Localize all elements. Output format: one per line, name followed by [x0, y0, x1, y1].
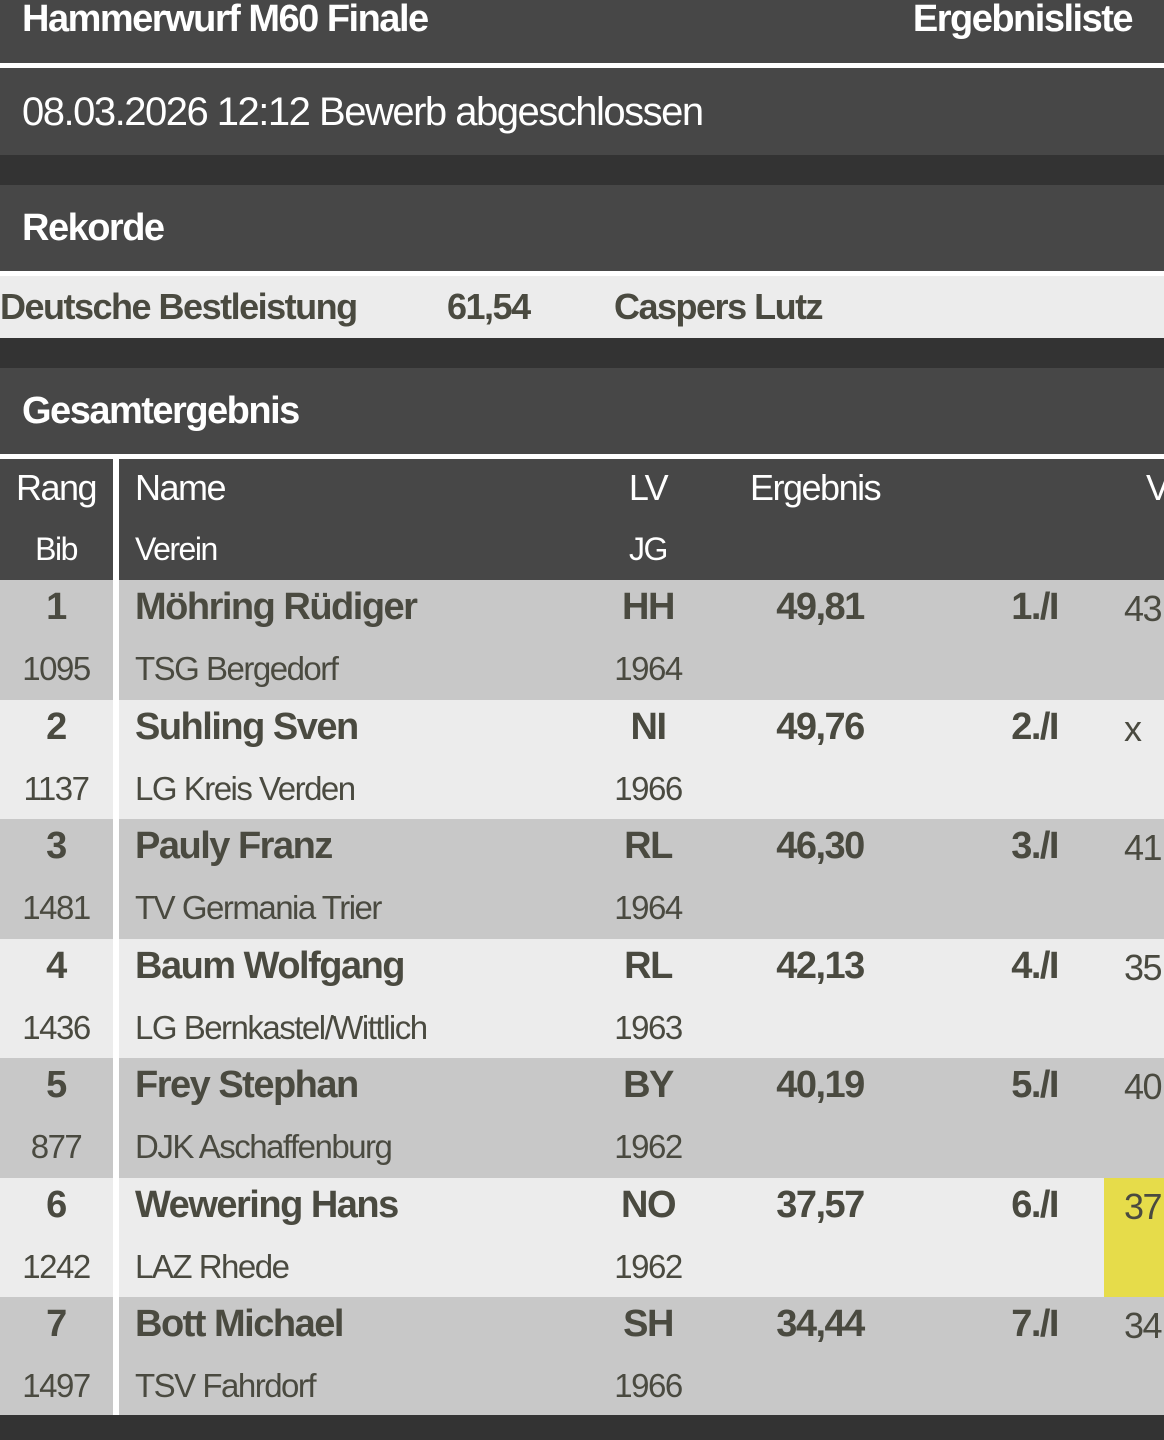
table-row[interactable]: 4 1436 Baum Wolfgang LG Bernkastel/Wittl…	[0, 938, 1164, 1058]
birth-year: 1963	[614, 1008, 683, 1046]
placement: 4./I	[1011, 944, 1059, 987]
divider	[0, 454, 1164, 459]
athlete-name[interactable]: Wewering Hans	[135, 1183, 399, 1226]
result: 34,44	[776, 1303, 865, 1345]
birth-year: 1964	[614, 889, 683, 926]
status-text: 08.03.2026 12:12 Bewerb abgeschlossen	[22, 90, 704, 134]
col-next: V	[1146, 467, 1164, 508]
lv: NO	[621, 1183, 677, 1226]
athlete-name[interactable]: Suhling Sven	[135, 705, 359, 748]
rank: 2	[46, 705, 67, 748]
rank: 3	[46, 825, 67, 867]
bib: 877	[30, 1128, 83, 1165]
col-name[interactable]: Name	[135, 467, 227, 508]
table-header: Rang Bib Name Verein LV JG Ergebnis V	[0, 459, 1164, 580]
lv: RL	[624, 825, 673, 867]
record-holder: Caspers Lutz	[614, 286, 824, 327]
attempt-value: 35	[1124, 946, 1163, 988]
rank: 7	[46, 1303, 67, 1345]
records-title: Rekorde	[22, 207, 165, 249]
divider	[0, 63, 1164, 68]
view-title[interactable]: Ergebnisliste	[912, 0, 1134, 40]
column-separator	[113, 459, 119, 1415]
highlight-cell	[1104, 1177, 1164, 1297]
club: DJK Aschaffenburg	[135, 1128, 393, 1165]
club: LG Bernkastel/Wittlich	[135, 1008, 428, 1046]
rank: 5	[46, 1064, 67, 1106]
bib: 1095	[22, 650, 91, 687]
birth-year: 1962	[614, 1128, 683, 1165]
result: 37,57	[776, 1183, 865, 1226]
club: LAZ Rhede	[135, 1247, 290, 1285]
placement: 3./I	[1011, 825, 1059, 867]
table-row[interactable]: 2 1137 Suhling Sven LG Kreis Verden NI 1…	[0, 699, 1164, 819]
attempt-value: 37	[1124, 1185, 1163, 1227]
birth-year: 1962	[614, 1247, 683, 1285]
bib: 1137	[23, 769, 90, 807]
record-row: Deutsche Bestleistung 61,54 Caspers Lutz	[0, 276, 1164, 338]
athlete-name[interactable]: Möhring Rüdiger	[135, 586, 418, 628]
col-lv[interactable]: LV	[628, 467, 669, 508]
table-row[interactable]: 6 1242 Wewering Hans LAZ Rhede NO 1962 3…	[0, 1177, 1164, 1297]
table-row[interactable]: 3 1481 Pauly Franz TV Germania Trier RL …	[0, 819, 1164, 939]
club: TSG Bergedorf	[135, 650, 339, 687]
attempt-value: 43	[1124, 588, 1163, 629]
club: LG Kreis Verden	[135, 769, 356, 807]
result: 46,30	[776, 825, 865, 867]
placement: 5./I	[1011, 1064, 1059, 1106]
attempt-value: 40	[1124, 1066, 1163, 1107]
col-jg: JG	[629, 531, 668, 567]
attempt-value: 34	[1124, 1305, 1163, 1346]
results-heading: Gesamtergebnis	[0, 368, 1164, 454]
club: TSV Fahrdorf	[135, 1367, 317, 1404]
result: 42,13	[776, 944, 865, 987]
athlete-name[interactable]: Frey Stephan	[135, 1064, 359, 1106]
table-row[interactable]: 7 1497 Bott Michael TSV Fahrdorf SH 1966…	[0, 1297, 1164, 1417]
status-bar: 08.03.2026 12:12 Bewerb abgeschlossen	[0, 68, 1164, 155]
col-bib: Bib	[35, 531, 78, 567]
table-row[interactable]: 5 877 Frey Stephan DJK Aschaffenburg BY …	[0, 1058, 1164, 1178]
result: 49,76	[776, 705, 865, 748]
footer	[0, 1415, 1164, 1440]
athlete-name[interactable]: Pauly Franz	[135, 825, 333, 867]
birth-year: 1966	[614, 769, 683, 807]
placement: 7./I	[1011, 1303, 1059, 1345]
result: 40,19	[776, 1064, 865, 1106]
record-label: Deutsche Bestleistung	[0, 286, 358, 327]
birth-year: 1966	[614, 1367, 683, 1404]
placement: 6./I	[1011, 1183, 1059, 1226]
table-row[interactable]: 1 1095 Möhring Rüdiger TSG Bergedorf HH …	[0, 580, 1164, 700]
records-heading: Rekorde	[0, 185, 1164, 271]
rank: 6	[46, 1183, 67, 1226]
athlete-name[interactable]: Baum Wolfgang	[135, 944, 406, 987]
bib: 1497	[22, 1367, 91, 1404]
placement: 1./I	[1011, 586, 1059, 628]
event-title: Hammerwurf M60 Finale	[22, 0, 429, 40]
lv: HH	[622, 586, 675, 628]
col-verein: Verein	[135, 531, 218, 567]
lv: NI	[630, 705, 668, 748]
attempt-value: 41	[1124, 827, 1163, 868]
bib: 1481	[22, 889, 91, 926]
lv: BY	[623, 1064, 674, 1106]
header-bar: Hammerwurf M60 Finale Ergebnisliste	[0, 0, 1164, 63]
bib: 1242	[22, 1247, 91, 1285]
lv: RL	[624, 944, 673, 987]
result: 49,81	[776, 586, 865, 628]
lv: SH	[623, 1303, 674, 1345]
athlete-name[interactable]: Bott Michael	[135, 1303, 344, 1345]
record-value: 61,54	[447, 286, 531, 327]
birth-year: 1964	[614, 650, 683, 687]
divider	[0, 271, 1164, 276]
rank: 4	[46, 944, 67, 987]
col-ergebnis[interactable]: Ergebnis	[750, 467, 882, 508]
placement: 2./I	[1011, 705, 1059, 748]
rank: 1	[46, 586, 67, 628]
col-rang[interactable]: Rang	[15, 467, 98, 508]
club: TV Germania Trier	[135, 889, 382, 926]
bib: 1436	[22, 1008, 91, 1046]
attempt-value: x	[1124, 707, 1142, 749]
results-title: Gesamtergebnis	[22, 390, 300, 432]
